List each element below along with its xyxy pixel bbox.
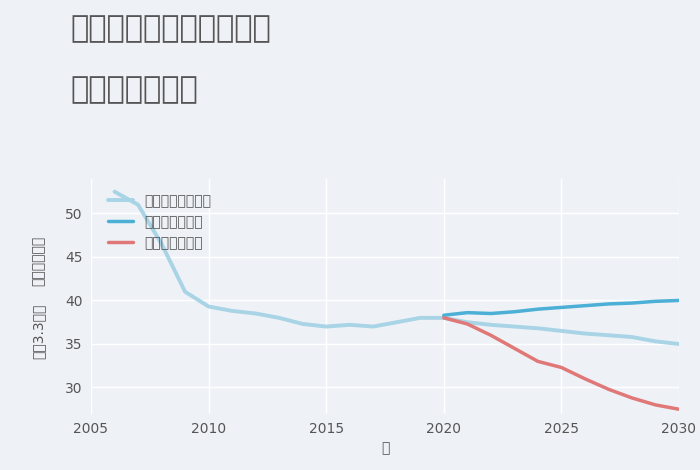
ノーマルシナリオ: [628, 334, 636, 340]
ノーマルシナリオ: [369, 324, 377, 329]
グッドシナリオ: [581, 303, 589, 308]
Line: グッドシナリオ: グッドシナリオ: [444, 300, 679, 315]
ノーマルシナリオ: [393, 320, 401, 325]
グッドシナリオ: [628, 300, 636, 306]
グッドシナリオ: [651, 298, 659, 304]
ノーマルシナリオ: [675, 341, 683, 347]
バッドシナリオ: [440, 315, 448, 321]
ノーマルシナリオ: [346, 322, 354, 328]
バッドシナリオ: [510, 345, 519, 351]
ノーマルシナリオ: [134, 202, 142, 208]
ノーマルシナリオ: [298, 321, 307, 327]
Line: バッドシナリオ: バッドシナリオ: [444, 318, 679, 409]
バッドシナリオ: [486, 332, 495, 338]
グッドシナリオ: [604, 301, 612, 307]
バッドシナリオ: [463, 321, 472, 327]
ノーマルシナリオ: [181, 289, 189, 295]
ノーマルシナリオ: [510, 324, 519, 329]
ノーマルシナリオ: [158, 241, 166, 247]
バッドシナリオ: [557, 365, 566, 370]
グッドシナリオ: [675, 298, 683, 303]
バッドシナリオ: [628, 395, 636, 401]
グッドシナリオ: [510, 309, 519, 314]
バッドシナリオ: [651, 402, 659, 407]
ノーマルシナリオ: [463, 320, 472, 325]
ノーマルシナリオ: [486, 322, 495, 328]
グッドシナリオ: [440, 313, 448, 318]
ノーマルシナリオ: [275, 315, 284, 321]
Text: 奈良県奈良市窪之庄町の: 奈良県奈良市窪之庄町の: [70, 14, 271, 43]
ノーマルシナリオ: [581, 331, 589, 337]
ノーマルシナリオ: [557, 328, 566, 334]
Text: 坪（3.3㎡）: 坪（3.3㎡）: [31, 304, 45, 359]
グッドシナリオ: [486, 311, 495, 316]
Legend: ノーマルシナリオ, グッドシナリオ, バッドシナリオ: ノーマルシナリオ, グッドシナリオ, バッドシナリオ: [104, 190, 216, 254]
ノーマルシナリオ: [204, 304, 213, 309]
グッドシナリオ: [557, 305, 566, 310]
バッドシナリオ: [675, 407, 683, 412]
ノーマルシナリオ: [251, 311, 260, 316]
グッドシナリオ: [463, 310, 472, 315]
Text: 単価（万円）: 単価（万円）: [31, 236, 45, 286]
ノーマルシナリオ: [604, 332, 612, 338]
バッドシナリオ: [604, 386, 612, 392]
ノーマルシナリオ: [651, 338, 659, 344]
X-axis label: 年: 年: [381, 441, 389, 455]
ノーマルシナリオ: [228, 308, 237, 313]
ノーマルシナリオ: [322, 324, 330, 329]
グッドシナリオ: [533, 306, 542, 312]
ノーマルシナリオ: [533, 326, 542, 331]
ノーマルシナリオ: [111, 189, 119, 195]
バッドシナリオ: [581, 376, 589, 382]
バッドシナリオ: [533, 359, 542, 364]
ノーマルシナリオ: [440, 315, 448, 321]
ノーマルシナリオ: [416, 315, 424, 321]
Line: ノーマルシナリオ: ノーマルシナリオ: [115, 192, 679, 344]
Text: 土地の価格推移: 土地の価格推移: [70, 75, 197, 104]
